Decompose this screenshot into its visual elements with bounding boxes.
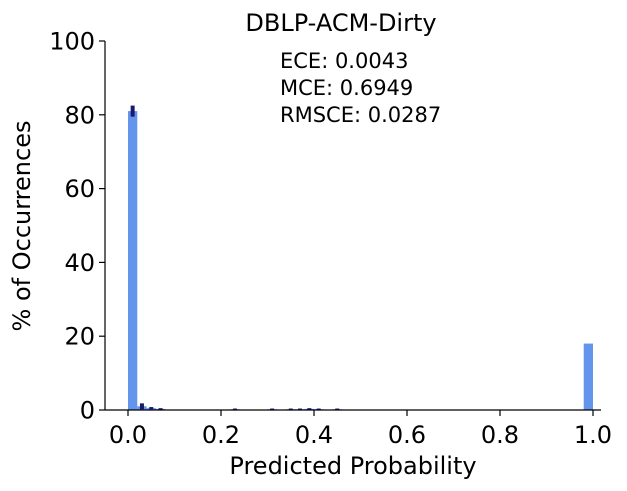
x-tick-label-0: 0.0: [109, 421, 147, 449]
error-bars-group: [130, 105, 340, 410]
ece-annotation: ECE: 0.0043: [280, 49, 408, 73]
y-tick-label-2: 40: [64, 249, 95, 277]
x-tick-label-4: 0.8: [481, 421, 519, 449]
bar-0-0: [128, 111, 138, 411]
y-tick-label-5: 100: [49, 28, 95, 56]
x-axis-label: Predicted Probability: [229, 452, 476, 480]
x-tick-label-2: 0.4: [295, 421, 333, 449]
y-ticks-group: 0 20 40 60 80 100: [49, 28, 105, 425]
x-tick-label-3: 0.6: [388, 421, 426, 449]
x-tick-label-5: 1.0: [574, 421, 612, 449]
chart-title: DBLP-ACM-Dirty: [245, 9, 436, 37]
bars-group: [128, 111, 593, 411]
y-tick-label-4: 80: [64, 101, 95, 129]
x-tick-label-1: 0.2: [202, 421, 240, 449]
y-tick-label-1: 20: [64, 323, 95, 351]
x-ticks-group: 0.0 0.2 0.4 0.6 0.8 1.0: [109, 410, 612, 449]
bar-0-11: [583, 343, 593, 410]
y-tick-label-0: 0: [80, 397, 95, 425]
y-axis-label: % of Occurrences: [8, 121, 36, 332]
rmsce-annotation: RMSCE: 0.0287: [280, 103, 441, 127]
y-tick-label-3: 60: [64, 175, 95, 203]
mce-annotation: MCE: 0.6949: [280, 76, 413, 100]
